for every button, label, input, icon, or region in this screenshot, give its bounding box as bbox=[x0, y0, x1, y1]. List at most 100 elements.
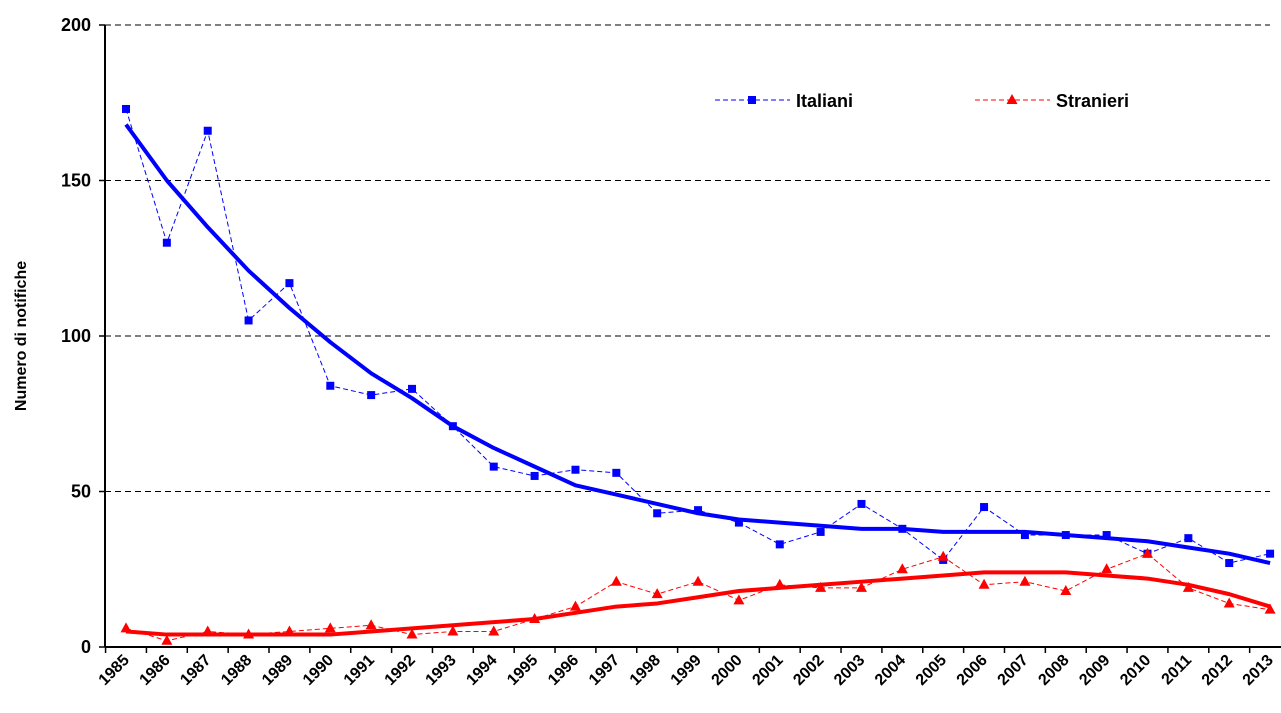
series-line bbox=[125, 553, 1271, 642]
data-point bbox=[610, 575, 622, 586]
data-point bbox=[365, 619, 377, 630]
data-point bbox=[529, 613, 541, 624]
data-point bbox=[162, 238, 171, 247]
data-point bbox=[244, 316, 253, 325]
x-tick-label: 2010 bbox=[1117, 652, 1154, 689]
y-tick-label: 150 bbox=[61, 171, 91, 191]
x-tick-label: 2013 bbox=[1240, 652, 1277, 689]
data-point bbox=[161, 634, 173, 645]
legend-label: Stranieri bbox=[1056, 91, 1129, 111]
data-point bbox=[1102, 531, 1111, 540]
data-point bbox=[692, 575, 704, 586]
data-point bbox=[324, 622, 336, 633]
data-point bbox=[447, 625, 459, 636]
data-point bbox=[1142, 547, 1153, 558]
x-tick-label: 1994 bbox=[463, 652, 500, 689]
data-point bbox=[1006, 94, 1018, 104]
x-tick-label: 2000 bbox=[709, 652, 746, 689]
data-point bbox=[816, 527, 825, 536]
data-point bbox=[1101, 563, 1113, 574]
x-tick-label: 1988 bbox=[218, 652, 255, 689]
data-point bbox=[774, 578, 786, 589]
data-point bbox=[815, 581, 827, 592]
data-point bbox=[1019, 575, 1031, 586]
data-point bbox=[285, 279, 294, 288]
data-point bbox=[406, 628, 418, 639]
data-point bbox=[283, 625, 295, 636]
x-tick-label: 1997 bbox=[586, 652, 623, 689]
x-tick-label: 1993 bbox=[423, 652, 460, 689]
data-point bbox=[775, 540, 784, 549]
x-tick-label: 2011 bbox=[1159, 652, 1196, 689]
x-tick-label: 1998 bbox=[627, 652, 664, 689]
trend-line bbox=[125, 570, 1271, 637]
legend-label: Italiani bbox=[796, 91, 853, 111]
x-tick-label: 1991 bbox=[341, 652, 378, 689]
x-tick-label: 1996 bbox=[545, 652, 582, 689]
data-point bbox=[978, 578, 990, 589]
x-tick-label: 2008 bbox=[1035, 652, 1072, 689]
data-point bbox=[857, 499, 866, 508]
x-tick-label: 1999 bbox=[668, 652, 705, 689]
x-tick-label: 1989 bbox=[259, 652, 296, 689]
data-point bbox=[203, 126, 212, 135]
series-line bbox=[125, 108, 1271, 564]
data-point bbox=[612, 468, 621, 477]
data-point bbox=[122, 104, 130, 113]
data-point bbox=[120, 622, 132, 633]
data-point bbox=[1225, 559, 1234, 568]
x-tick-label: 2009 bbox=[1076, 652, 1113, 689]
data-point bbox=[448, 422, 457, 431]
data-point bbox=[326, 381, 335, 390]
x-tick-label: 2003 bbox=[831, 652, 868, 689]
data-point bbox=[489, 462, 498, 471]
y-tick-label: 100 bbox=[61, 326, 91, 346]
data-point bbox=[367, 391, 376, 400]
data-point bbox=[569, 600, 581, 611]
y-tick-label: 0 bbox=[81, 637, 91, 657]
data-point bbox=[1184, 534, 1193, 543]
data-point bbox=[488, 625, 500, 636]
data-point bbox=[571, 465, 580, 474]
data-point bbox=[651, 588, 663, 599]
trend-line bbox=[124, 123, 1271, 565]
data-point bbox=[1266, 549, 1275, 558]
data-point bbox=[1020, 531, 1029, 540]
x-tick-label: 1990 bbox=[300, 652, 337, 689]
x-tick-label: 2001 bbox=[749, 652, 786, 689]
data-point bbox=[980, 503, 989, 512]
y-tick-label: 50 bbox=[71, 482, 91, 502]
x-tick-label: 2012 bbox=[1199, 652, 1236, 689]
x-tick-label: 1985 bbox=[96, 652, 133, 689]
data-point bbox=[937, 550, 949, 561]
data-point bbox=[408, 384, 417, 393]
x-tick-label: 1992 bbox=[382, 652, 419, 689]
data-point bbox=[733, 594, 745, 605]
y-tick-label: 200 bbox=[61, 15, 91, 35]
data-point bbox=[1182, 581, 1194, 592]
data-point bbox=[1264, 603, 1276, 614]
data-point bbox=[896, 563, 908, 574]
x-tick-label: 1987 bbox=[177, 652, 214, 689]
data-point bbox=[530, 471, 539, 480]
data-point bbox=[202, 625, 214, 636]
data-point bbox=[855, 581, 867, 592]
x-tick-label: 2005 bbox=[913, 652, 950, 689]
data-point bbox=[898, 524, 907, 533]
data-point bbox=[1060, 585, 1072, 596]
x-tick-label: 2004 bbox=[872, 652, 909, 689]
data-point bbox=[1223, 597, 1235, 608]
data-point bbox=[1061, 531, 1070, 540]
data-point bbox=[243, 628, 255, 639]
data-point bbox=[694, 506, 703, 515]
x-tick-label: 2002 bbox=[790, 652, 827, 689]
x-tick-label: 2006 bbox=[954, 652, 991, 689]
x-tick-label: 2007 bbox=[995, 652, 1032, 689]
data-point bbox=[653, 509, 662, 518]
data-point bbox=[734, 518, 743, 527]
y-axis-label: Numero di notifiche bbox=[13, 261, 30, 411]
data-point bbox=[748, 96, 756, 104]
x-tick-label: 1995 bbox=[504, 652, 541, 689]
x-tick-label: 1986 bbox=[136, 652, 173, 689]
